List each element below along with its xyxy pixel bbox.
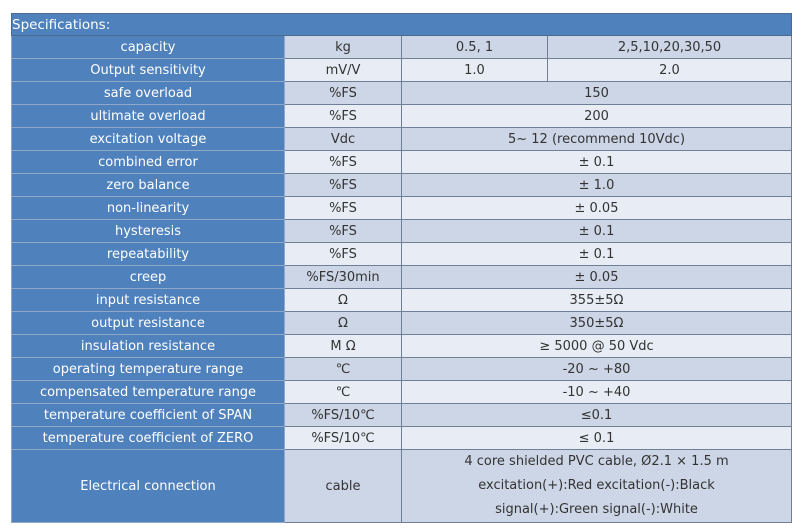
table-row: compensated temperature range ℃ -10 ~ +40 — [11, 380, 792, 404]
row-label: ultimate overload — [11, 104, 285, 128]
table-row: safe overload %FS 150 — [11, 81, 792, 105]
table-row: temperature coefficient of SPAN %FS/10℃ ≤0… — [11, 403, 792, 427]
row-unit: %FS/10℃ — [284, 426, 402, 450]
row-value: 355±5Ω — [401, 288, 792, 312]
connection-line: signal(+):Green signal(-):White — [495, 502, 698, 517]
row-value: 200 — [401, 104, 792, 128]
table-row: hysteresis %FS ± 0.1 — [11, 219, 792, 243]
connection-line: 4 core shielded PVC cable, Ø2.1 × 1.5 m — [464, 454, 729, 469]
row-label: zero balance — [11, 173, 285, 197]
row-unit: %FS — [284, 196, 402, 220]
row-unit: %FS — [284, 242, 402, 266]
row-unit: Vdc — [284, 127, 402, 151]
row-label: temperature coefficient of ZERO — [11, 426, 285, 450]
row-unit: %FS — [284, 173, 402, 197]
row-value: -20 ~ +80 — [401, 357, 792, 381]
row-unit: %FS — [284, 219, 402, 243]
table-row: capacity kg 0.5, 1 2,5,10,20,30,50 — [11, 35, 792, 59]
row-value: 2,5,10,20,30,50 — [547, 35, 792, 59]
table-row: combined error %FS ± 0.1 — [11, 150, 792, 174]
row-label: creep — [11, 265, 285, 289]
row-value: ± 0.05 — [401, 196, 792, 220]
row-label: temperature coefficient of SPAN — [11, 403, 285, 427]
row-unit: %FS — [284, 150, 402, 174]
row-unit: cable — [284, 449, 402, 523]
row-unit: ℃ — [284, 380, 402, 404]
row-label: compensated temperature range — [11, 380, 285, 404]
row-label: operating temperature range — [11, 357, 285, 381]
row-unit: mV/V — [284, 58, 402, 82]
table-title: Specifications: — [11, 13, 792, 36]
row-unit: %FS/10℃ — [284, 403, 402, 427]
row-label: excitation voltage — [11, 127, 285, 151]
table-row: input resistance Ω 355±5Ω — [11, 288, 792, 312]
table-row: ultimate overload %FS 200 — [11, 104, 792, 128]
row-value: ± 0.1 — [401, 150, 792, 174]
row-label: non-linearity — [11, 196, 285, 220]
row-value: 0.5, 1 — [401, 35, 548, 59]
row-value: 4 core shielded PVC cable, Ø2.1 × 1.5 m e… — [401, 449, 792, 523]
table-row: Electrical connection cable 4 core shielde… — [11, 449, 792, 523]
row-value: ± 0.05 — [401, 265, 792, 289]
row-value: 150 — [401, 81, 792, 105]
row-label: output resistance — [11, 311, 285, 335]
row-label: Output sensitivity — [11, 58, 285, 82]
row-value: ≤ 0.1 — [401, 426, 792, 450]
row-unit: Ω — [284, 288, 402, 312]
row-value: 350±5Ω — [401, 311, 792, 335]
table-row: excitation voltage Vdc 5~ 12 (recommend 10… — [11, 127, 792, 151]
row-unit: Ω — [284, 311, 402, 335]
table-row: temperature coefficient of ZERO %FS/10℃ ≤ … — [11, 426, 792, 450]
specifications-table: Specifications: capacity kg 0.5, 1 2,5,1… — [11, 13, 792, 523]
row-unit: kg — [284, 35, 402, 59]
row-value: 1.0 — [401, 58, 548, 82]
row-value: ≥ 5000 @ 50 Vdc — [401, 334, 792, 358]
table-row: creep %FS/30min ± 0.05 — [11, 265, 792, 289]
row-value: ≤0.1 — [401, 403, 792, 427]
row-value: 5~ 12 (recommend 10Vdc) — [401, 127, 792, 151]
row-label: repeatability — [11, 242, 285, 266]
row-unit: %FS — [284, 81, 402, 105]
row-label: Electrical connection — [11, 449, 285, 523]
row-unit: %FS/30min — [284, 265, 402, 289]
row-label: input resistance — [11, 288, 285, 312]
row-unit: M Ω — [284, 334, 402, 358]
row-label: safe overload — [11, 81, 285, 105]
row-value: ± 0.1 — [401, 242, 792, 266]
row-label: combined error — [11, 150, 285, 174]
row-label: hysteresis — [11, 219, 285, 243]
row-value: ± 0.1 — [401, 219, 792, 243]
table-row: non-linearity %FS ± 0.05 — [11, 196, 792, 220]
row-value: 2.0 — [547, 58, 792, 82]
row-value: ± 1.0 — [401, 173, 792, 197]
table-row: zero balance %FS ± 1.0 — [11, 173, 792, 197]
table-row: Output sensitivity mV/V 1.0 2.0 — [11, 58, 792, 82]
row-label: capacity — [11, 35, 285, 59]
table-row: insulation resistance M Ω ≥ 5000 @ 50 Vdc — [11, 334, 792, 358]
connection-line: excitation(+):Red excitation(-):Black — [478, 478, 715, 493]
row-unit: ℃ — [284, 357, 402, 381]
row-label: insulation resistance — [11, 334, 285, 358]
row-value: -10 ~ +40 — [401, 380, 792, 404]
row-unit: %FS — [284, 104, 402, 128]
table-row: operating temperature range ℃ -20 ~ +80 — [11, 357, 792, 381]
table-row: repeatability %FS ± 0.1 — [11, 242, 792, 266]
table-row: output resistance Ω 350±5Ω — [11, 311, 792, 335]
